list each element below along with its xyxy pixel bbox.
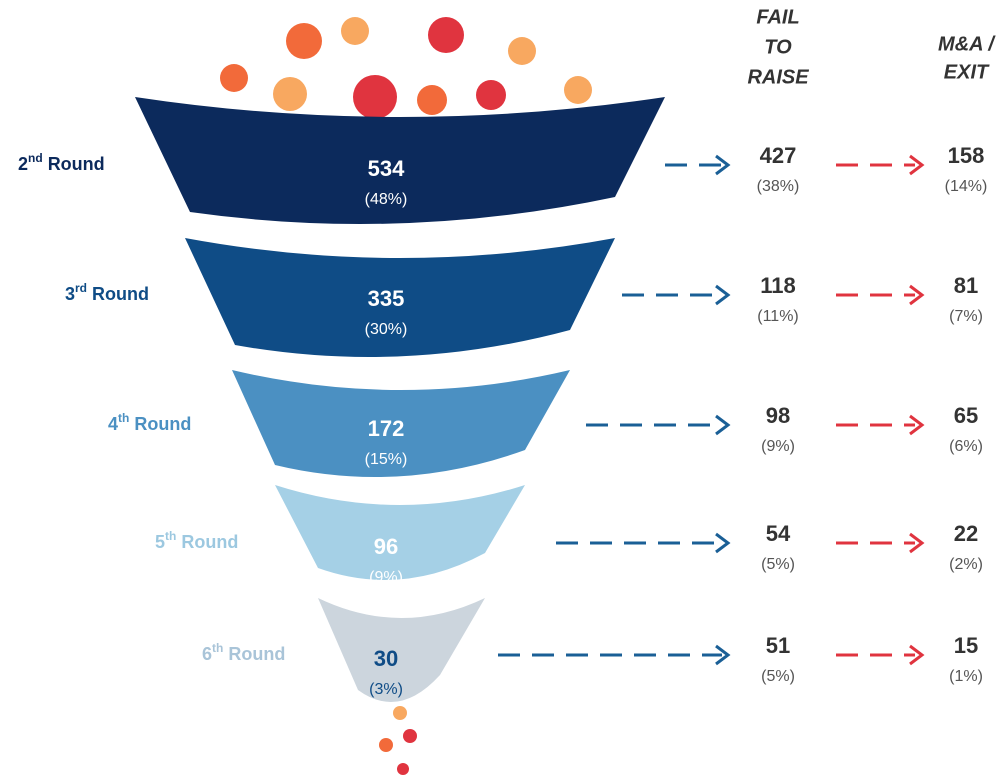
funnel-value: 96 bbox=[374, 534, 398, 559]
exit-percent: (14%) bbox=[945, 178, 988, 195]
stage-label: 2nd Round bbox=[18, 151, 105, 174]
fail-to-raise-percent: (5%) bbox=[761, 556, 795, 573]
exit-percent: (1%) bbox=[949, 668, 983, 685]
exit-percent: (7%) bbox=[949, 308, 983, 325]
exit-value: 65 bbox=[954, 403, 978, 428]
stage-word: Round bbox=[181, 532, 238, 552]
exit-value: 158 bbox=[948, 143, 985, 168]
stage-word: Round bbox=[92, 284, 149, 304]
funnel-percent: (15%) bbox=[365, 451, 408, 468]
exit-value: 15 bbox=[954, 633, 978, 658]
exit-value: 81 bbox=[954, 273, 978, 298]
fail-to-raise-value: 51 bbox=[766, 633, 790, 658]
funnel-percent: (48%) bbox=[365, 191, 408, 208]
funnel-value: 335 bbox=[368, 286, 405, 311]
stage-word: Round bbox=[228, 644, 285, 664]
stage-number: 4 bbox=[108, 414, 118, 434]
stage-number: 3 bbox=[65, 284, 75, 304]
exit-percent: (6%) bbox=[949, 438, 983, 455]
funnel-value: 534 bbox=[368, 156, 405, 181]
stage-suffix: th bbox=[118, 411, 129, 425]
exit-value: 22 bbox=[954, 521, 978, 546]
stage-number: 5 bbox=[155, 532, 165, 552]
funnel-value: 172 bbox=[368, 416, 405, 441]
fail-to-raise-value: 54 bbox=[766, 521, 791, 546]
funnel-value: 30 bbox=[374, 646, 398, 671]
stage-word: Round bbox=[48, 154, 105, 174]
funnel-percent: (9%) bbox=[369, 569, 403, 586]
fail-to-raise-percent: (5%) bbox=[761, 668, 795, 685]
stage-suffix: rd bbox=[75, 281, 87, 295]
fail-to-raise-value: 118 bbox=[760, 273, 796, 298]
stage-suffix: th bbox=[212, 641, 223, 655]
stage-number: 6 bbox=[202, 644, 212, 664]
fail-to-raise-value: 98 bbox=[766, 403, 790, 428]
stage-label: 4th Round bbox=[108, 411, 191, 434]
stage-number: 2 bbox=[18, 154, 28, 174]
fail-to-raise-percent: (38%) bbox=[757, 178, 800, 195]
column-header: FAIL bbox=[756, 6, 799, 28]
column-header: RAISE bbox=[747, 66, 809, 88]
stage-label: 5th Round bbox=[155, 529, 238, 552]
funnel-percent: (30%) bbox=[365, 321, 408, 338]
funnel-chart: 534(48%)2ndRound427(38%)158(14%)335(30%)… bbox=[0, 0, 1005, 777]
stage-word: Round bbox=[134, 414, 191, 434]
stage-suffix: nd bbox=[28, 151, 43, 165]
column-header: TO bbox=[764, 36, 792, 58]
stage-label: 6th Round bbox=[202, 641, 285, 664]
funnel-segment bbox=[275, 485, 525, 580]
column-header: M&A / bbox=[938, 33, 996, 55]
fail-to-raise-percent: (9%) bbox=[761, 438, 795, 455]
funnel-percent: (3%) bbox=[369, 681, 403, 698]
stage-suffix: th bbox=[165, 529, 176, 543]
column-header: EXIT bbox=[944, 61, 990, 83]
stage-label: 3rd Round bbox=[65, 281, 149, 304]
fail-to-raise-value: 427 bbox=[760, 143, 797, 168]
exit-percent: (2%) bbox=[949, 556, 983, 573]
fail-to-raise-percent: (11%) bbox=[757, 308, 799, 325]
